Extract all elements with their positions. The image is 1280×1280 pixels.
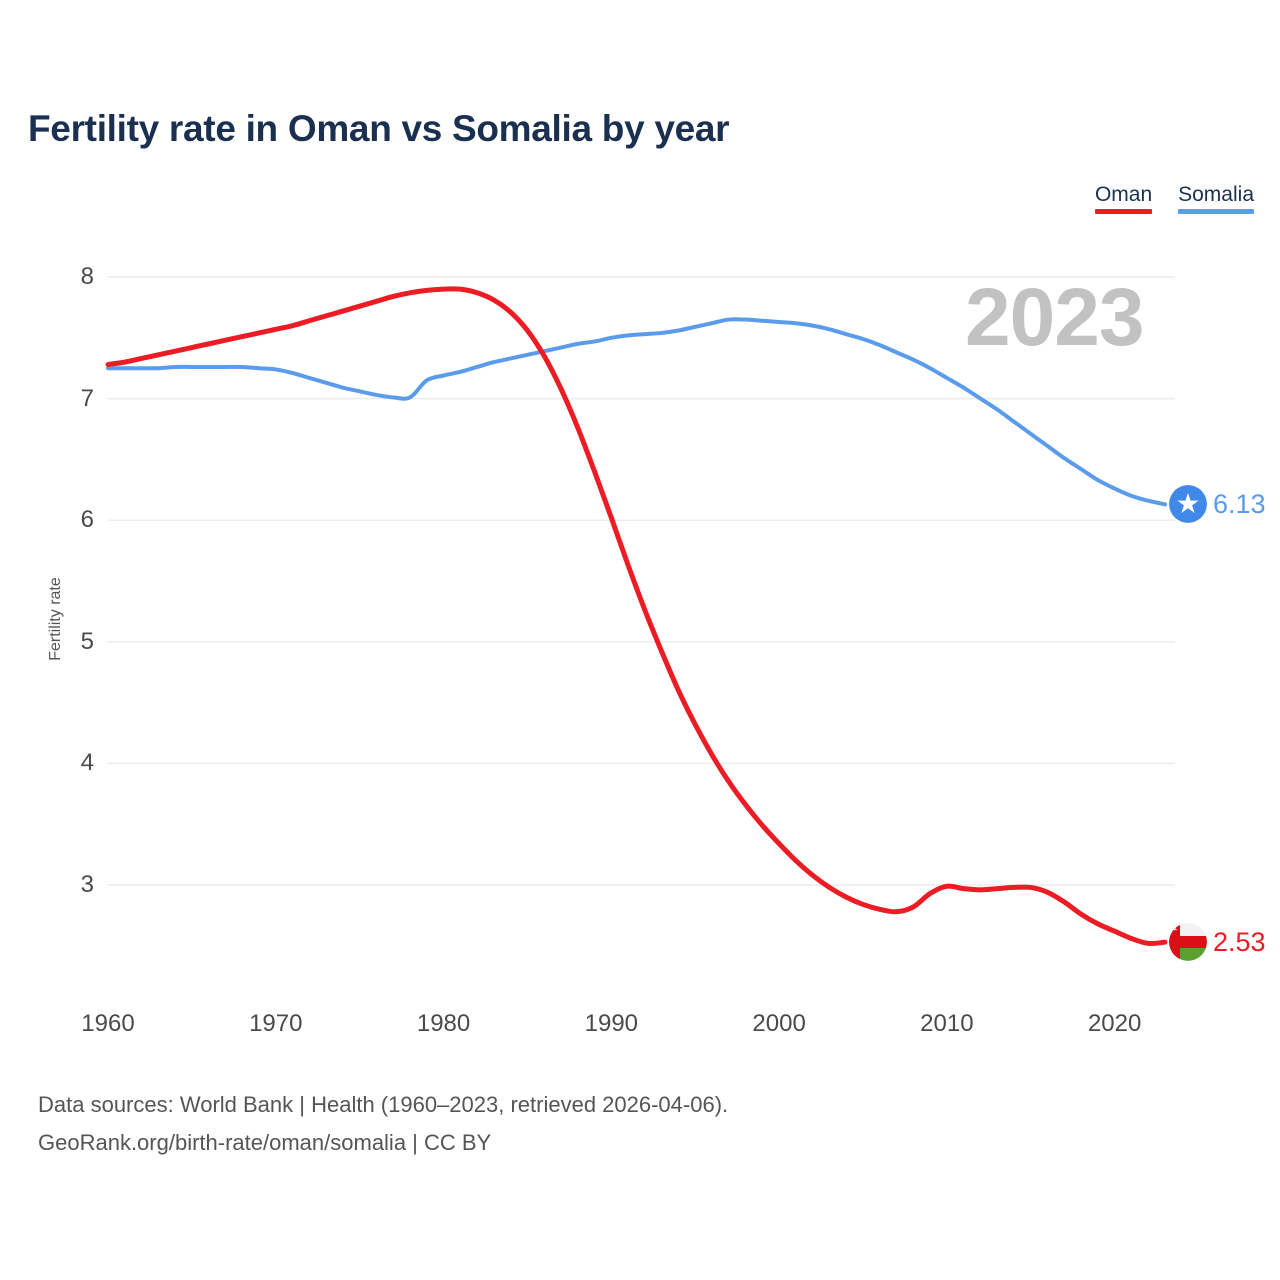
series-line-oman — [105, 286, 1168, 947]
footer-attribution: Data sources: World Bank | Health (1960–… — [38, 1086, 728, 1162]
endpoint-value-somalia: 6.13 — [1213, 488, 1266, 519]
chart-legend: Oman Somalia — [1094, 182, 1254, 214]
x-tick-label: 1990 — [584, 1010, 639, 1037]
y-tick-label: 7 — [80, 384, 94, 412]
footer-line-url[interactable]: GeoRank.org/birth-rate/oman/somalia | CC… — [38, 1130, 492, 1155]
oman-flag-icon — [1169, 923, 1207, 962]
endpoint-marker-somalia[interactable]: 6.13 — [1169, 485, 1266, 524]
somalia-flag-icon — [1169, 485, 1207, 524]
x-tick-label: 2000 — [752, 1010, 806, 1037]
y-tick-label: 8 — [80, 263, 94, 290]
grid-lines — [108, 276, 1175, 886]
x-tick-label: 1970 — [249, 1010, 303, 1037]
endpoint-value-oman: 2.53 — [1213, 926, 1266, 957]
year-watermark: 2023 — [965, 272, 1144, 363]
legend-color-swatch-somalia — [1178, 209, 1254, 214]
legend-label-somalia: Somalia — [1178, 183, 1254, 206]
footer-line-sources: Data sources: World Bank | Health (1960–… — [38, 1092, 729, 1117]
x-tick-label: 1980 — [416, 1010, 471, 1037]
x-tick-label: 2010 — [920, 1010, 974, 1037]
legend-item-somalia[interactable]: Somalia — [1178, 182, 1254, 214]
y-axis-label: Fertility rate — [47, 577, 64, 661]
endpoint-marker-oman[interactable]: 2.53 — [1169, 923, 1266, 962]
legend-label-oman: Oman — [1094, 183, 1153, 206]
legend-item-oman[interactable]: Oman — [1094, 182, 1153, 214]
y-tick-label: 4 — [80, 749, 94, 777]
x-tick-label: 2020 — [1087, 1010, 1142, 1037]
y-tick-label: 5 — [80, 627, 94, 655]
page-title: Fertility rate in Oman vs Somalia by yea… — [28, 108, 730, 149]
y-tick-label: 6 — [80, 506, 94, 534]
x-tick-label: 1960 — [81, 1010, 135, 1037]
y-tick-label: 3 — [80, 871, 94, 898]
legend-color-swatch-oman — [1094, 209, 1153, 214]
